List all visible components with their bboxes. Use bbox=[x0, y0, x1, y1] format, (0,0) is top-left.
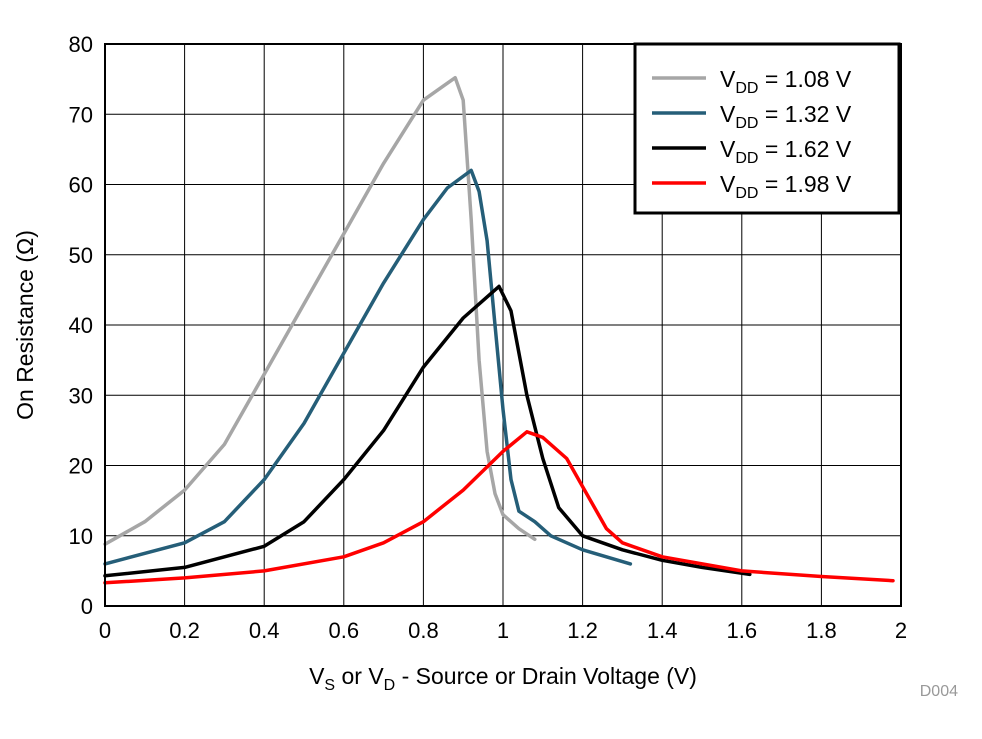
x-axis-label-part: or V bbox=[335, 663, 384, 689]
legend-label: VDD = 1.62 V bbox=[720, 136, 852, 167]
x-tick-label: 2 bbox=[895, 618, 907, 643]
series-line-0 bbox=[103, 75, 537, 546]
x-axis-label-part: D bbox=[384, 677, 396, 694]
y-tick-label: 40 bbox=[69, 313, 93, 338]
legend-label: VDD = 1.32 V bbox=[720, 101, 852, 132]
y-tick-label: 10 bbox=[69, 524, 93, 549]
x-axis-label-part: V bbox=[309, 663, 325, 689]
x-tick-label: 0.2 bbox=[169, 618, 200, 643]
x-axis-label-part: - Source or Drain Voltage (V) bbox=[395, 663, 697, 689]
legend-box bbox=[633, 42, 901, 215]
legend: VDD = 1.08 V VDD = 1.32 V VDD = 1.62 V VDD … bbox=[633, 42, 901, 215]
y-axis-label: On Resistance (Ω) bbox=[12, 230, 38, 420]
watermark: D004 bbox=[920, 683, 958, 700]
series-lines bbox=[103, 75, 895, 585]
y-tick-label: 70 bbox=[69, 102, 93, 127]
y-tick-label: 80 bbox=[69, 32, 93, 57]
x-tick-label: 0.6 bbox=[329, 618, 360, 643]
series-line-3 bbox=[103, 430, 895, 585]
x-axis-label-part: S bbox=[324, 677, 335, 694]
y-tick-label: 60 bbox=[69, 173, 93, 198]
x-tick-label: 0.4 bbox=[249, 618, 280, 643]
plot-frame bbox=[104, 43, 902, 607]
x-tick-label: 1.6 bbox=[727, 618, 758, 643]
x-tick-label: 0 bbox=[99, 618, 111, 643]
tick-labels: 0 0.2 0.4 0.6 0.8 1 1.2 1.4 1.6 1.8 20102030405060… bbox=[69, 32, 908, 643]
y-tick-label: 30 bbox=[69, 383, 93, 408]
x-tick-label: 1.2 bbox=[567, 618, 598, 643]
y-tick-label: 20 bbox=[69, 454, 93, 479]
series-line-1 bbox=[103, 168, 633, 566]
x-tick-label: 1 bbox=[497, 618, 509, 643]
x-tick-label: 1.8 bbox=[806, 618, 837, 643]
x-tick-label: 1.4 bbox=[647, 618, 678, 643]
y-tick-label: 50 bbox=[69, 243, 93, 268]
y-tick-label: 0 bbox=[81, 594, 93, 619]
series-line-2 bbox=[103, 284, 752, 578]
x-tick-label: 0.8 bbox=[408, 618, 439, 643]
legend-label: VDD = 1.98 V bbox=[720, 171, 852, 202]
x-axis-label: VS or VD - Source or Drain Voltage (V) bbox=[309, 663, 697, 694]
legend-label: VDD = 1.08 V bbox=[720, 66, 852, 97]
